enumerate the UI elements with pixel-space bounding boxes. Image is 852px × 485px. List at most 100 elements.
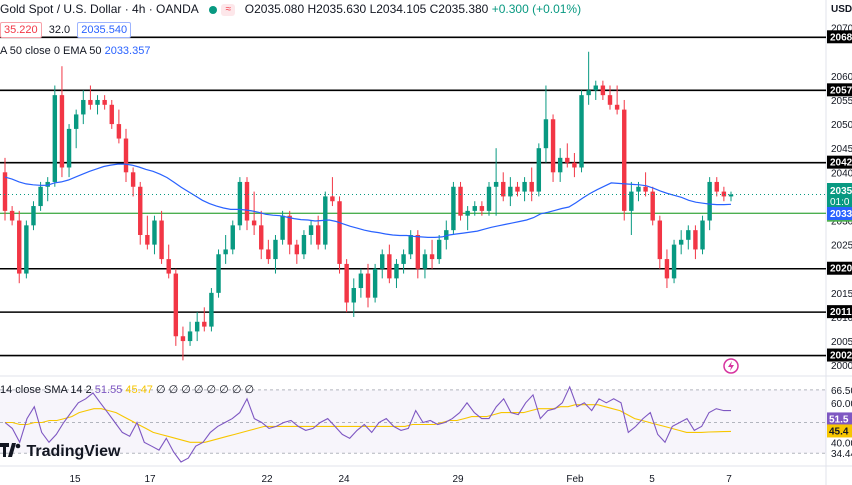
candle-body [138, 186, 143, 235]
ema-legend[interactable]: A 50 close 0 EMA 50 2033.357 [0, 45, 150, 57]
candle-body [116, 124, 122, 139]
ema-value: 2033.357 [104, 45, 151, 57]
candle-body [102, 99, 107, 105]
candle-body [714, 181, 719, 192]
indicator-toggle-icon[interactable]: ≈ [221, 3, 236, 16]
candle-body [529, 181, 534, 192]
rsi-sma-line [5, 404, 732, 443]
candle-body [721, 191, 727, 197]
candle-body [550, 119, 556, 173]
rsi-axis-tick: 34.44 [831, 449, 852, 460]
candle-body [109, 104, 114, 125]
candle-body [401, 254, 406, 264]
price-axis-tick: 2060 [831, 72, 852, 83]
time-axis-tick: 7 [726, 474, 732, 485]
candle-body [66, 128, 72, 168]
price-axis-tick: 2045 [831, 144, 852, 155]
candle-body [251, 220, 257, 226]
level-label: 2002 [830, 351, 852, 362]
candle-body [629, 191, 634, 211]
rsi-label: 14 close SMA 14 2 [0, 384, 92, 396]
candle-body [152, 220, 157, 245]
candle-body [38, 186, 43, 207]
candle-body [700, 220, 705, 250]
candle-body [415, 234, 421, 269]
price-axis-tick: 2000 [831, 361, 852, 372]
candle-body [586, 90, 591, 96]
candle-body [159, 220, 164, 260]
symbol-title[interactable]: Gold Spot / U.S. Dollar · 4h · OANDA [0, 2, 199, 16]
candle-body [515, 186, 520, 192]
candle-body [365, 273, 371, 298]
price-axis-tick: 2005 [831, 337, 852, 348]
rsi-legend[interactable]: 14 close SMA 14 2 51.55 45.47 ∅ ∅ ∅ ∅ ∅ … [0, 383, 254, 396]
candle-body [180, 336, 186, 342]
buy-button[interactable]: 2035.540 [77, 22, 132, 38]
candle-body [707, 181, 712, 221]
level-label: 2057 [830, 85, 852, 96]
tradingview-logo-icon [0, 443, 21, 457]
sell-button[interactable]: 35.220 [0, 22, 42, 38]
rsi-value: 51.55 [94, 384, 123, 396]
candle-body [643, 186, 648, 192]
candle-body [678, 239, 684, 245]
time-axis-tick: 17 [144, 474, 156, 485]
candle-body [52, 95, 58, 182]
chart-header: Gold Spot / U.S. Dollar · 4h · OANDA ≈ O… [0, 2, 581, 16]
market-open-icon [209, 5, 218, 14]
candle-body [266, 249, 271, 260]
candle-body [280, 215, 285, 240]
candle-body [301, 234, 307, 255]
sma-current-label: 45.4 [829, 426, 849, 437]
candle-body [650, 191, 655, 221]
countdown-label: 01:0 [830, 197, 850, 208]
candle-body [444, 230, 449, 240]
candle-body [614, 104, 620, 110]
candle-body [202, 321, 207, 327]
rsi-current-label: 51.5 [829, 414, 849, 425]
candle-body [508, 186, 513, 197]
candle-body [17, 220, 22, 274]
candle-body [73, 114, 79, 129]
candle-body [622, 109, 627, 211]
candle-body [259, 225, 264, 250]
candle-body [664, 259, 670, 279]
candle-body [565, 157, 570, 163]
ohlc-close: C2035.380 [429, 2, 489, 16]
candle-body [223, 249, 228, 255]
sma-current-box [827, 424, 852, 438]
candle-body [194, 321, 200, 332]
candle-body [536, 148, 542, 192]
candle-body [145, 234, 150, 245]
time-axis-tick: 29 [452, 474, 464, 485]
flash-icon-bolt [728, 361, 734, 371]
level-label: 2020 [830, 264, 852, 275]
candle-body [173, 273, 179, 337]
rsi-axis-tick: 60.00 [831, 399, 852, 410]
level-label-box [827, 261, 852, 275]
candle-body [472, 206, 477, 211]
candle-body [187, 331, 193, 342]
candle-body [593, 85, 598, 91]
current-price-box [827, 183, 852, 207]
candle-body [308, 225, 314, 235]
time-axis-tick: 24 [338, 474, 350, 485]
candle-body [380, 254, 385, 269]
candle-body [686, 230, 691, 240]
candle-body [387, 254, 392, 279]
candle-body [209, 292, 214, 327]
ohlc-high: H2035.630 [307, 2, 367, 16]
tradingview-logo: TradingView [0, 443, 120, 461]
candle-body [315, 225, 321, 245]
currency-label: USD [831, 4, 852, 15]
level-label-box [827, 30, 852, 44]
candle-body [123, 138, 129, 173]
candle-body [422, 254, 428, 269]
candle-body [465, 210, 470, 216]
candle-body [88, 99, 93, 105]
price-axis-tick: 2040 [831, 168, 852, 179]
candle-body [458, 186, 463, 216]
ema-price-box [827, 207, 852, 220]
candle-body [344, 263, 349, 303]
